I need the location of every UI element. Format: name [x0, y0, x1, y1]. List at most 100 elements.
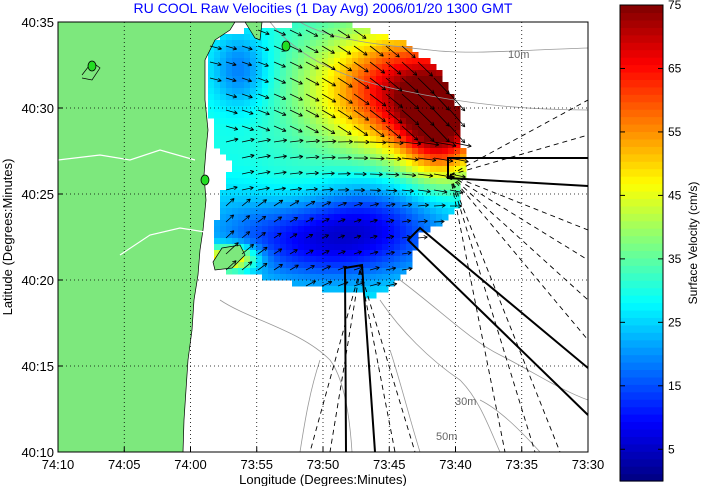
- velocity-cell: [442, 184, 449, 191]
- velocity-cell: [298, 40, 305, 47]
- velocity-cell: [400, 100, 407, 107]
- velocity-cell: [412, 58, 419, 65]
- velocity-arrow: [369, 218, 378, 223]
- velocity-cell: [208, 88, 215, 95]
- velocity-cell: [424, 208, 431, 215]
- velocity-cell: [286, 160, 293, 167]
- velocity-cell: [340, 214, 347, 221]
- velocity-cell: [250, 268, 257, 275]
- velocity-cell: [316, 256, 323, 263]
- velocity-cell: [382, 280, 389, 287]
- velocity-arrow: [337, 77, 353, 88]
- velocity-cell: [244, 238, 251, 245]
- velocity-arrow: [289, 93, 303, 101]
- velocity-cell: [448, 136, 455, 143]
- velocity-cell: [226, 46, 233, 53]
- velocity-cell: [322, 226, 329, 233]
- velocity-cell: [274, 118, 281, 125]
- velocity-cell: [220, 238, 227, 245]
- velocity-arrow: [257, 262, 268, 271]
- velocity-cell: [292, 106, 299, 113]
- colorbar-band: [620, 49, 663, 58]
- velocity-cell: [382, 220, 389, 227]
- velocity-arrow: [241, 169, 255, 175]
- velocity-cell: [334, 190, 341, 197]
- velocity-cell: [418, 76, 425, 83]
- velocity-cell: [298, 94, 305, 101]
- velocity-cell: [442, 130, 449, 137]
- velocity-cell: [250, 148, 257, 155]
- velocity-cell: [448, 190, 455, 197]
- velocity-cell: [394, 142, 401, 149]
- velocity-cell: [316, 208, 323, 215]
- velocity-arrow: [417, 173, 434, 178]
- velocity-cell: [340, 220, 347, 227]
- velocity-cell: [208, 58, 215, 65]
- velocity-arrow: [417, 219, 428, 224]
- velocity-cell: [232, 190, 239, 197]
- velocity-cell: [364, 46, 371, 53]
- velocity-arrow: [241, 215, 251, 223]
- velocity-cell: [268, 256, 275, 263]
- velocity-cell: [226, 202, 233, 209]
- velocity-cell: [322, 196, 329, 203]
- velocity-arrow: [289, 77, 303, 85]
- velocity-cell: [358, 58, 365, 65]
- colorbar-band: [620, 12, 663, 21]
- radar-site-marker: [200, 174, 210, 186]
- velocity-cell: [346, 196, 353, 203]
- velocity-cell: [316, 202, 323, 209]
- velocity-cell: [346, 286, 353, 293]
- velocity-cell: [244, 142, 251, 149]
- velocity-arrow: [289, 45, 303, 53]
- velocity-arrow: [385, 156, 402, 162]
- velocity-cell: [238, 34, 245, 41]
- velocity-cell: [412, 166, 419, 173]
- velocity-cell: [334, 268, 341, 275]
- velocity-arrow: [305, 200, 316, 207]
- velocity-arrow: [289, 109, 303, 117]
- velocity-cell: [346, 124, 353, 131]
- velocity-cell: [280, 88, 287, 95]
- y-tick-label: 40:20: [21, 273, 54, 288]
- velocity-cell: [382, 238, 389, 245]
- velocity-arrow: [257, 77, 269, 83]
- velocity-arrow: [321, 250, 330, 255]
- velocity-cell: [268, 64, 275, 71]
- velocity-cell: [340, 208, 347, 215]
- velocity-cell: [280, 202, 287, 209]
- velocity-cell: [376, 58, 383, 65]
- x-tick-label: 74:10: [42, 457, 75, 472]
- velocity-cell: [436, 76, 443, 83]
- velocity-cell: [298, 148, 305, 155]
- velocity-cell: [418, 178, 425, 185]
- velocity-cell: [448, 94, 455, 101]
- velocity-cell: [364, 70, 371, 77]
- velocity-cell: [442, 178, 449, 185]
- velocity-cell: [328, 280, 335, 287]
- velocity-cell: [256, 106, 263, 113]
- x-tick-label: 73:35: [505, 457, 538, 472]
- velocity-cell: [280, 142, 287, 149]
- velocity-arrow: [257, 154, 271, 159]
- velocity-cell: [346, 262, 353, 269]
- colorbar-band: [620, 302, 663, 311]
- velocity-cell: [310, 166, 317, 173]
- velocity-cell: [316, 184, 323, 191]
- velocity-cell: [358, 256, 365, 263]
- velocity-cell: [262, 148, 269, 155]
- radar-sites: [87, 40, 291, 186]
- velocity-cell: [406, 130, 413, 137]
- velocity-arrow: [241, 153, 255, 159]
- velocity-arrow: [401, 202, 413, 208]
- velocity-cell: [352, 160, 359, 167]
- velocity-cell: [322, 70, 329, 77]
- velocity-cell: [268, 28, 275, 35]
- velocity-arrow: [337, 281, 349, 287]
- velocity-cell: [436, 142, 443, 149]
- velocity-cell: [412, 232, 419, 239]
- velocity-cell: [262, 268, 269, 275]
- velocity-cell: [400, 58, 407, 65]
- velocity-cell: [418, 58, 425, 65]
- velocity-cell: [346, 52, 353, 59]
